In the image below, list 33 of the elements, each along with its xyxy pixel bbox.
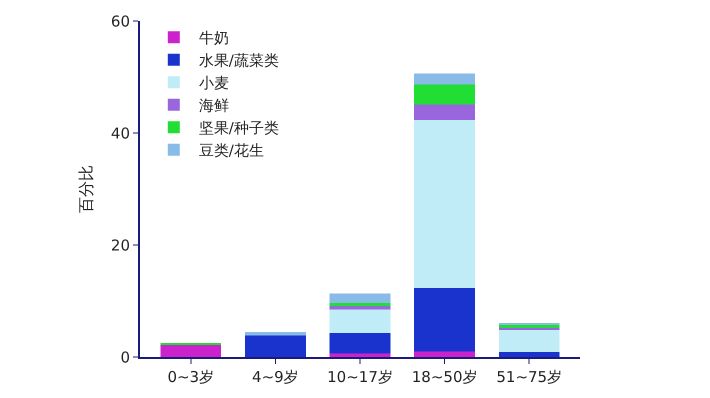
x-tick-label: 10~17岁 [327, 368, 393, 386]
legend-label: 坚果/种子类 [198, 119, 279, 138]
bar [330, 306, 390, 310]
bar [330, 354, 390, 357]
bar [330, 332, 390, 354]
x-tick-label: 18~50岁 [412, 368, 478, 386]
legend-label: 牛奶 [198, 29, 229, 48]
y-tick-label: 20 [110, 236, 130, 254]
bar [498, 330, 560, 352]
bar [330, 303, 390, 306]
legend-label: 小麦 [198, 74, 229, 92]
legend-label: 海鲜 [198, 96, 229, 115]
bar [414, 84, 476, 104]
bar [330, 294, 390, 304]
y-tick-label: 0 [120, 348, 130, 366]
bar [498, 325, 560, 328]
bar [160, 345, 222, 357]
bar [414, 74, 476, 84]
bar [414, 288, 476, 352]
legend-label: 水果/蔬菜类 [198, 52, 279, 70]
x-tick-label: 4~9岁 [252, 368, 299, 386]
bar [414, 351, 476, 357]
bar [498, 352, 560, 357]
legend-label: 豆类/花生 [198, 142, 264, 160]
y-tick-label: 40 [110, 124, 130, 142]
bar [330, 309, 390, 333]
x-tick-label: 51~75岁 [496, 368, 562, 386]
bar [414, 120, 476, 288]
y-axis-title: 百分比 [76, 165, 96, 213]
bar [244, 336, 306, 357]
bar [414, 104, 476, 120]
y-tick-label: 60 [110, 12, 130, 30]
x-tick-label: 0~3岁 [167, 368, 214, 386]
